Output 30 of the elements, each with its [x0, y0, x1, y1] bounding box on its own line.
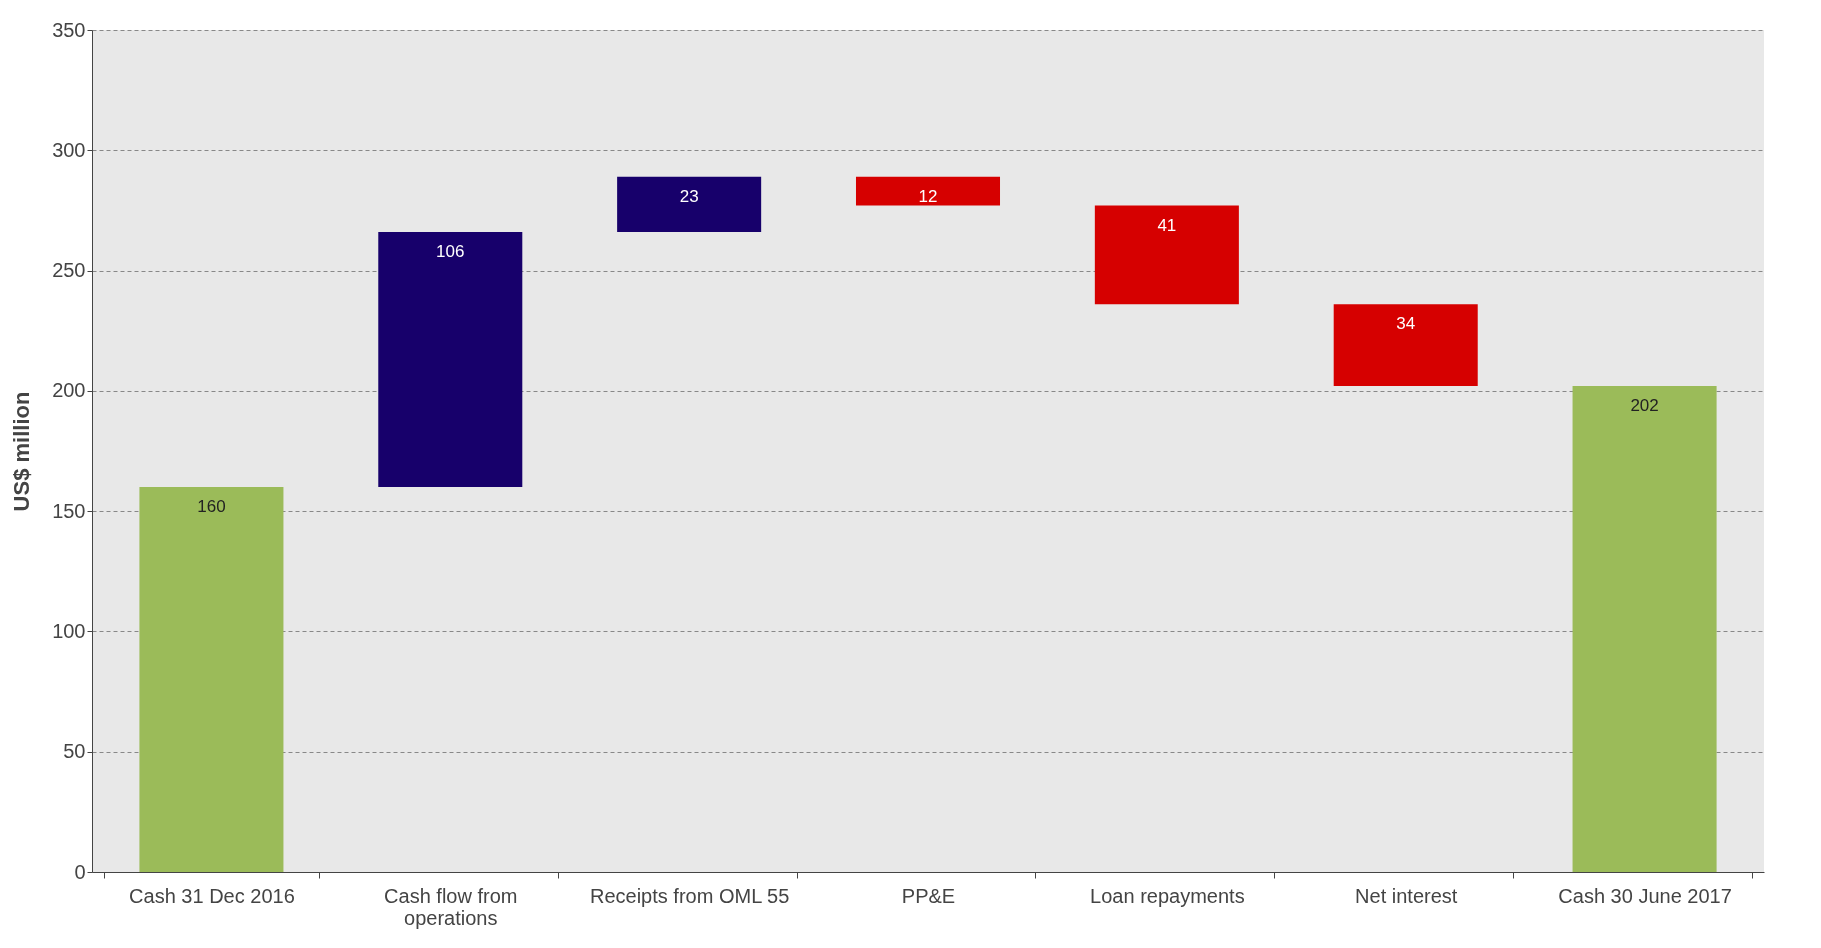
y-tick-label: 100	[52, 619, 86, 642]
data-label: 160	[197, 497, 226, 517]
bar	[1333, 304, 1478, 387]
y-tick-label: 50	[63, 740, 86, 763]
x-tick-label: Loan repayments	[1090, 884, 1245, 907]
data-label: 23	[679, 186, 699, 206]
bar	[378, 232, 523, 488]
y-tick-label: 300	[52, 138, 86, 161]
y-tick-label: 200	[52, 379, 86, 402]
data-label: 106	[436, 242, 465, 262]
data-label: 12	[918, 186, 938, 206]
y-tick-label: 0	[74, 860, 86, 883]
data-label: 202	[1630, 396, 1659, 416]
y-axis-title: US$ million	[9, 391, 35, 512]
y-tick-label: 150	[52, 499, 86, 522]
bar	[617, 176, 762, 233]
bar	[855, 176, 1001, 206]
data-label: 34	[1396, 314, 1416, 334]
x-tick-label: Cash 30 June 2017	[1558, 884, 1732, 907]
x-tick-label: PP&E	[901, 884, 956, 907]
y-tick-label: 250	[52, 259, 86, 282]
bar	[1572, 386, 1717, 872]
x-tick-label: Net interest	[1355, 884, 1458, 907]
y-tick-label: 350	[52, 18, 86, 41]
x-tick-label: Cash flow from operations	[384, 884, 518, 929]
bar	[139, 487, 284, 872]
data-label: 41	[1157, 215, 1177, 235]
bar	[1094, 205, 1239, 305]
x-tick-label: Cash 31 Dec 2016	[129, 884, 295, 907]
x-tick-label: Receipts from OML 55	[589, 884, 790, 907]
